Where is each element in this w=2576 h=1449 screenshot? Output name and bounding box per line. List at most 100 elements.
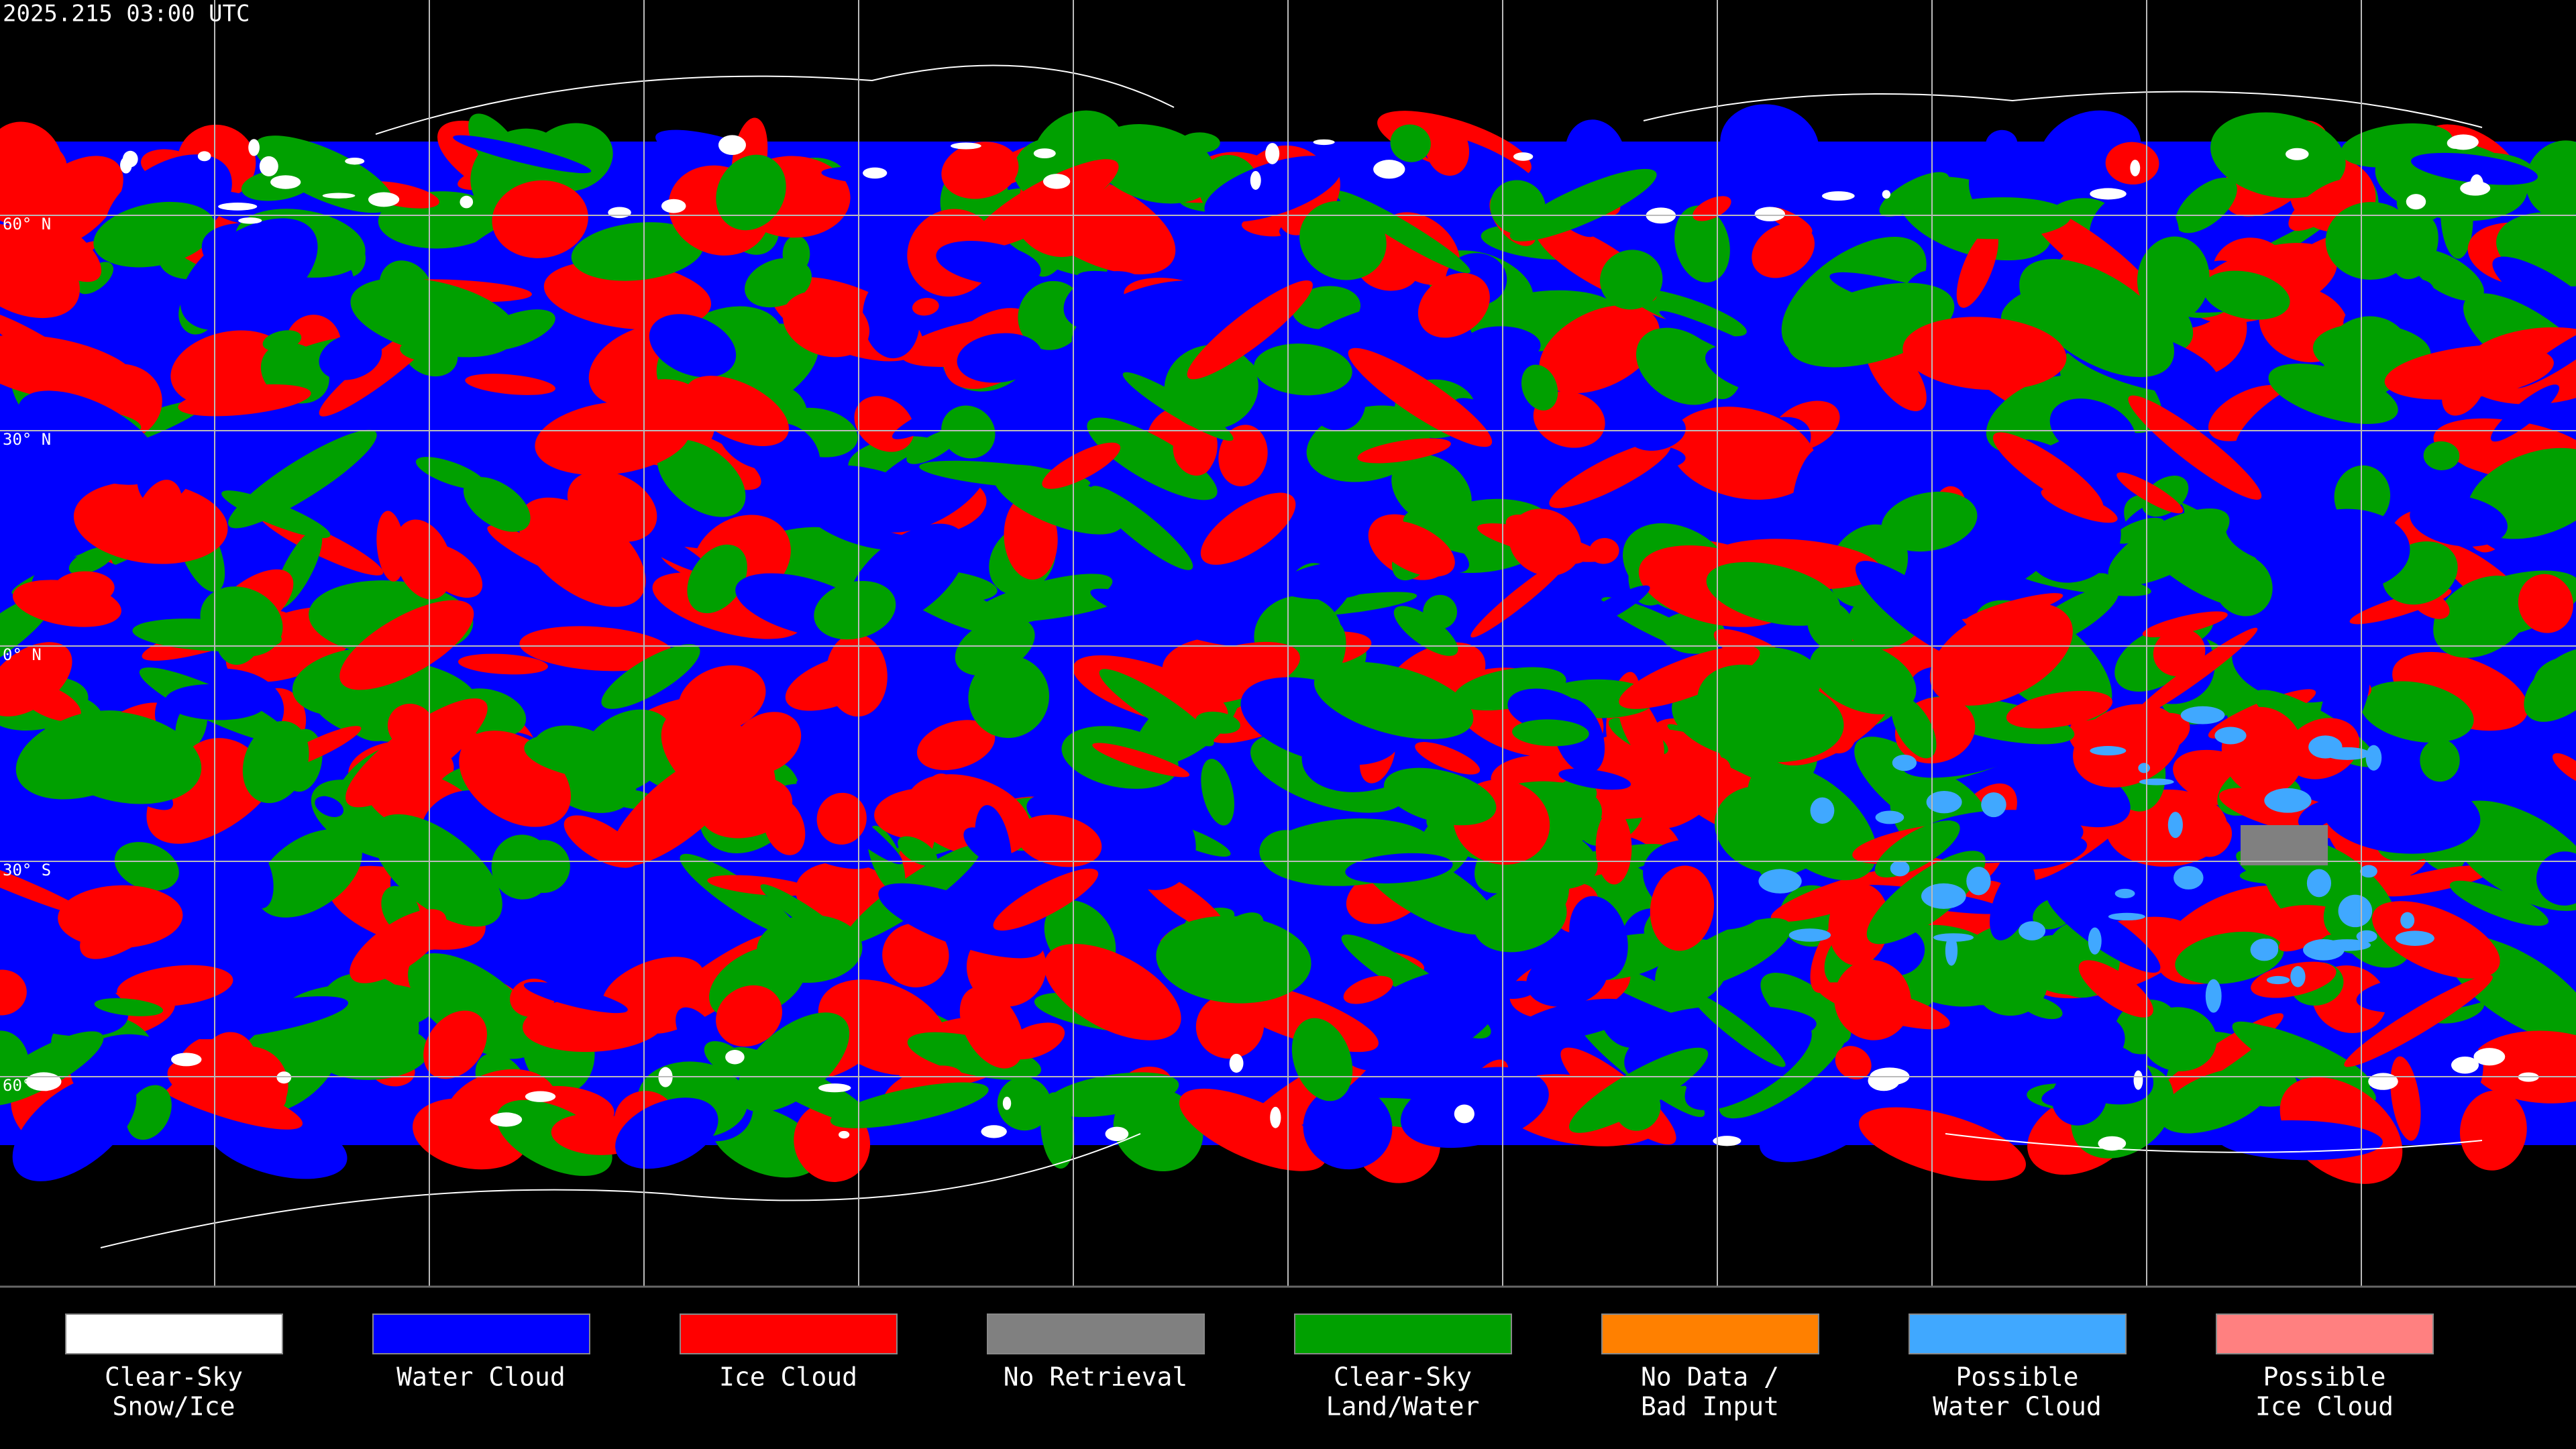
cloud-region [132,480,183,557]
cloud-region [463,477,531,532]
snow-region [2098,1136,2127,1151]
cloud-region [2027,205,2161,309]
snow-region [1042,174,1071,189]
cloud-region [2041,488,2118,523]
cloud-region [1891,696,1937,759]
snow-region [1270,1106,1281,1128]
cloud-region [1313,661,1474,739]
legend-label: Land/Water [1326,1392,1480,1421]
cloud-region [685,376,789,446]
possible-water-region [2138,763,2151,773]
cloud-region [1195,994,1265,1059]
cloud-region [178,384,311,417]
cloud-region [1902,317,2067,390]
cloud-region [830,1082,989,1128]
snow-region [1002,1096,1012,1110]
cloud-region [2116,472,2184,514]
cloud-region [180,996,349,1040]
legend-label: Possible [2263,1362,2385,1392]
cloud-region [93,201,215,268]
cloud-region [1044,944,1181,1040]
snow-region [1250,170,1261,190]
cloud-region [1204,156,1342,223]
cloud-region [17,390,160,485]
cloud-region [1383,767,1497,826]
latitude-label: 30° N [3,430,51,449]
legend-label: Clear-Sky [105,1362,243,1392]
cloud-region [1417,272,1490,338]
legend-label: Water Cloud [1933,1392,2102,1421]
snow-region [863,167,888,179]
cloud-region [58,885,183,949]
legend-swatch [2216,1313,2434,1354]
cloud-region [1635,327,1725,405]
legend-swatch [372,1313,590,1354]
snow-region [661,199,686,213]
cloud-region [1291,1018,1353,1102]
cloud-region [1423,594,1458,629]
cloud-region [1299,201,1387,280]
possible-water-region [1810,797,1835,824]
snow-region [322,193,356,199]
snow-region [2473,1048,2506,1066]
snow-region [1822,191,1855,201]
cloud-region [312,965,337,987]
snow-region [2090,188,2127,200]
cloud-region [997,1077,1051,1131]
cloud-region [1122,372,1234,441]
cloud-region [164,684,266,720]
cloud-region [2344,975,2493,1067]
cloud-region [0,141,67,197]
possible-water-region [1981,792,2006,818]
legend-label: No Retrieval [1004,1362,1188,1392]
cloud-region [228,429,377,529]
cloud-region [2046,890,2161,973]
cloud-region [878,883,1044,959]
cloud-region [814,580,896,640]
cloud-region [898,836,938,866]
possible-water-region [1875,810,1904,824]
cloud-region [2131,627,2258,720]
cloud-region [394,519,453,600]
cloud-region [2420,739,2460,782]
legend-swatch [1294,1313,1512,1354]
cloud-region [743,455,861,482]
cloud-region [571,222,704,281]
snow-region [197,151,211,162]
snow-region [525,1091,556,1102]
snow-region [818,1083,851,1093]
cloud-region [458,653,548,675]
cloud-region [2552,753,2576,785]
latitude-label: 0° N [3,645,42,664]
cloud-region [2270,398,2310,472]
possible-water-region [2264,788,2312,813]
cloud-region [2390,1056,2421,1141]
cloud-region [2410,494,2508,547]
cloud-region [345,698,488,808]
cloud-region [53,571,115,606]
cloud-region [2359,681,2474,743]
cloud-region [1195,711,1240,734]
cloud-region [535,400,691,476]
cloud-region [1425,121,1470,176]
cloud-region [2128,395,2262,500]
possible-water-region [2205,979,2222,1013]
possible-water-region [2303,939,2345,961]
cloud-region [0,223,80,319]
legend-swatch [680,1313,898,1354]
snow-region [2406,194,2426,210]
cloud-region [2113,517,2165,544]
cloud-region [680,853,799,937]
cloud-region [241,848,274,909]
cloud-region [502,904,549,952]
cloud-region [2078,960,2153,1018]
possible-water-region [2365,745,2382,771]
cloud-region [1391,453,1472,527]
cloud-region [2049,398,2136,461]
cloud-region [1340,968,1504,1072]
cloud-region [1549,441,1671,508]
cloud-region [1454,398,1607,477]
snow-region [725,1050,745,1065]
cloud-region [1655,939,1729,1006]
